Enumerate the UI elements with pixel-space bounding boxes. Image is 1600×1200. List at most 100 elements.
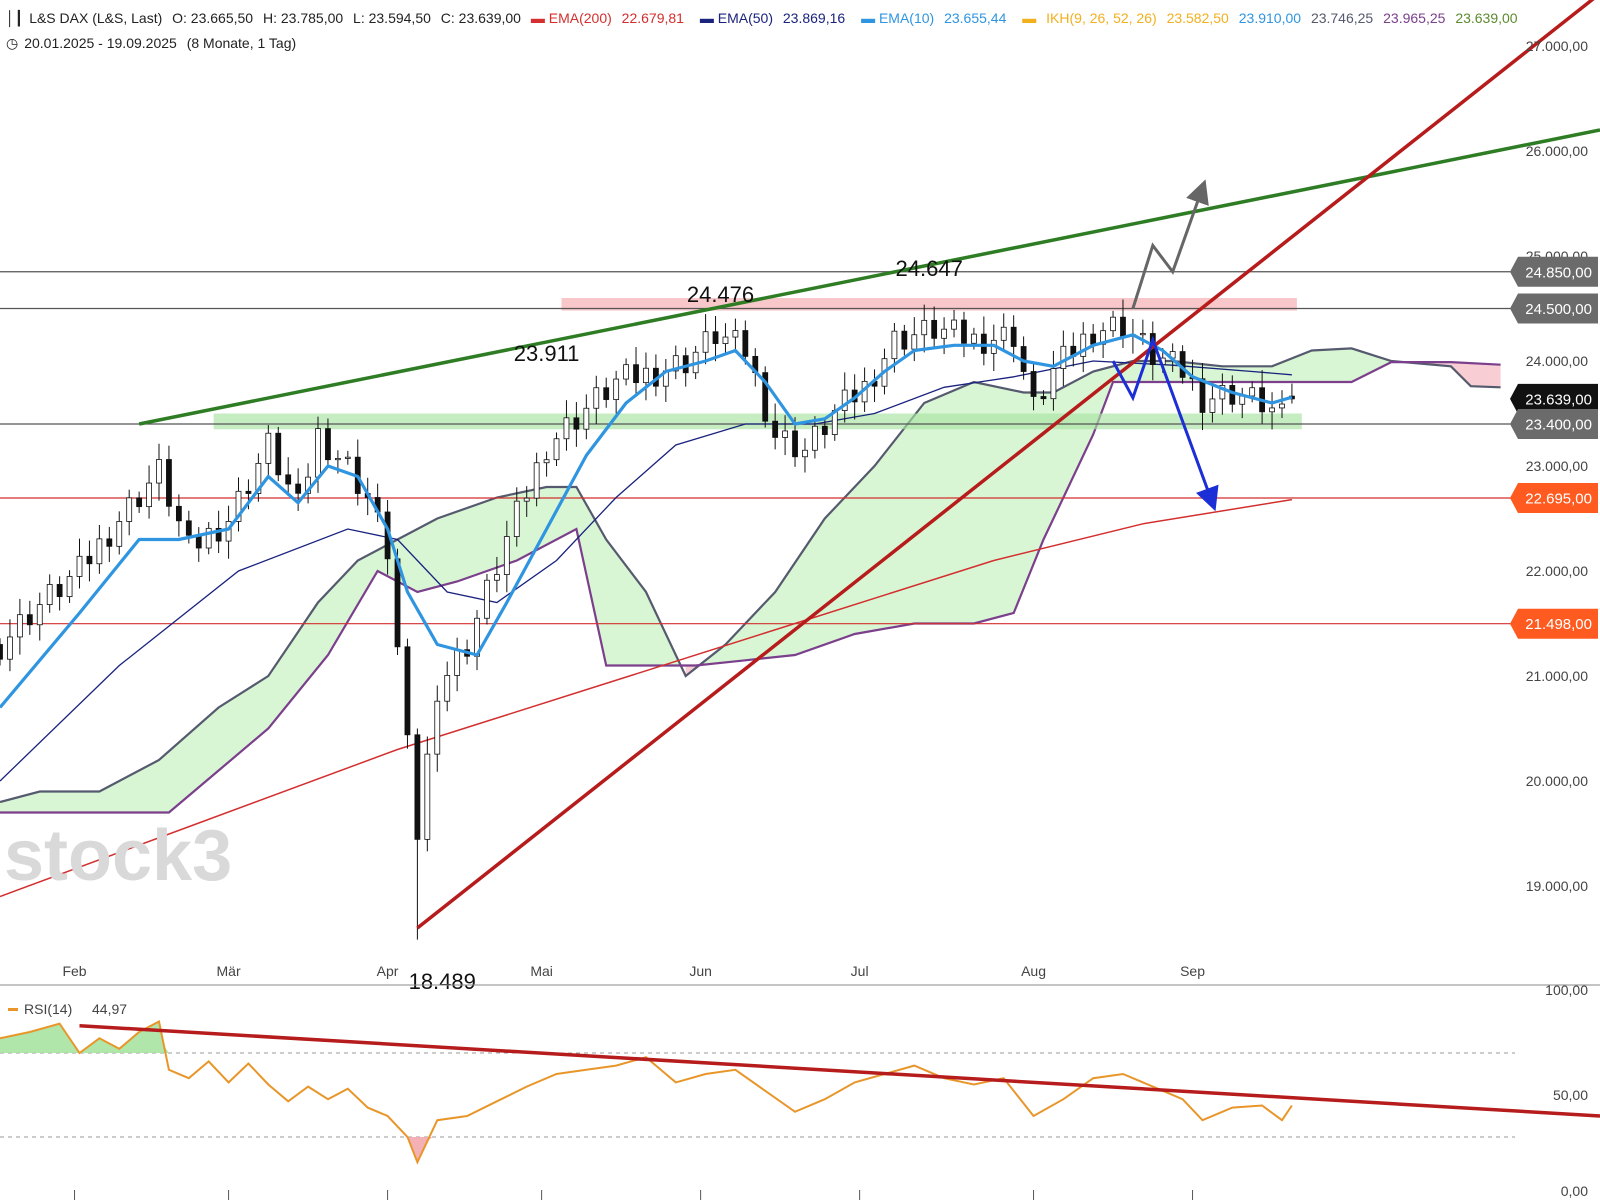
red-support-trendline <box>416 0 1595 930</box>
candle-body <box>56 584 63 598</box>
rsi-panel[interactable]: 0,00 50,00 100,00 RSI(14) 44,97 <box>0 982 1600 1199</box>
watermark-text: stock3 <box>4 816 232 896</box>
candle-body <box>941 328 947 339</box>
candle-body <box>563 417 570 440</box>
ema200-legend[interactable]: ▬ EMA(200) 22.679,81 <box>530 10 684 26</box>
candle-body <box>126 497 133 522</box>
gray-bullish-scenario <box>1131 179 1209 309</box>
candle-body <box>235 490 242 522</box>
price-tag-label: 21.498,00 <box>1525 616 1592 633</box>
candle-body <box>334 458 341 461</box>
price-annotations: 24.647 24.476 23.911 18.489 <box>409 256 963 994</box>
rsi-axis-label: 100,00 <box>1545 982 1588 998</box>
candles <box>0 299 1295 940</box>
candle-body <box>1010 326 1017 347</box>
rsi-axis-label: 0,00 <box>1561 1183 1588 1199</box>
candle-body <box>146 482 152 508</box>
candle-body <box>1060 345 1067 369</box>
candle-body <box>215 527 222 542</box>
candle-body <box>1090 333 1097 345</box>
candle-body <box>136 497 143 508</box>
price-axis-label: 26.000,00 <box>1526 143 1588 159</box>
candle-body <box>404 646 411 736</box>
candle-body <box>156 459 162 484</box>
ema50-line <box>0 360 1292 782</box>
time-axis[interactable]: Feb Mär Apr Mai Jun Jul Aug Sep <box>0 963 1600 1200</box>
rsi-legend-marker <box>8 1008 18 1011</box>
candle-body <box>583 407 590 430</box>
ema10-legend[interactable]: ▬ EMA(10) 23.655,44 <box>861 10 1007 26</box>
price-axis-label: 20.000,00 <box>1526 773 1588 789</box>
candle-body <box>672 355 679 372</box>
price-tag-label: 24.850,00 <box>1525 264 1592 281</box>
candle-body <box>36 604 43 626</box>
price-axis-label: 22.000,00 <box>1526 563 1588 579</box>
candle-body <box>414 734 421 840</box>
candle-body <box>742 330 749 357</box>
ema50-legend[interactable]: ▬ EMA(50) 23.869,16 <box>699 10 846 26</box>
rsi-line <box>0 1019 1293 1165</box>
candlestick-icon: │┃ <box>6 10 24 26</box>
candle-body <box>106 538 113 547</box>
candle-body <box>166 459 172 507</box>
candle-body <box>434 700 441 755</box>
price-axis-label: 27.000,00 <box>1526 38 1588 54</box>
candle-body <box>1040 396 1047 400</box>
candle-body <box>116 521 123 547</box>
price-axis-label: 24.000,00 <box>1526 353 1588 369</box>
scenario-arrows[interactable] <box>1111 179 1219 512</box>
price-axis[interactable]: 19.000,00 20.000,00 21.000,00 22.000,00 23.0… <box>1526 38 1588 894</box>
price-annotation: 23.911 <box>514 341 580 366</box>
candle-body <box>951 319 957 330</box>
rsi-value: 44,97 <box>92 1001 127 1017</box>
candle-body <box>732 330 739 338</box>
price-tag: 23.639,00 <box>1510 383 1598 414</box>
time-axis-label: Apr <box>377 963 399 979</box>
candle-body <box>911 334 918 350</box>
candle-body <box>702 331 709 353</box>
ema200-line <box>0 498 1293 898</box>
rsi-legend: RSI(14) <box>24 1001 72 1017</box>
chart-header: │┃ L&S DAX (L&S, Last) O: 23.665,50 H: 23… <box>6 10 1530 27</box>
price-annotation: 24.476 <box>687 282 754 307</box>
ohlc-open: O: 23.665,50 <box>172 10 254 26</box>
candle-body <box>513 500 520 537</box>
trend-lines[interactable] <box>138 0 1600 930</box>
candle-body <box>901 330 908 350</box>
candle-body <box>792 430 798 458</box>
candle-body <box>921 319 928 336</box>
candle-body <box>26 614 33 626</box>
price-tag: 24.500,00 <box>1510 293 1598 324</box>
horizontal-levels <box>0 271 1515 625</box>
candle-body <box>205 527 212 549</box>
rsi-overbought-fill <box>0 1021 179 1053</box>
candle-body <box>523 497 530 502</box>
time-axis-label: Feb <box>62 963 86 979</box>
cloud-segment <box>700 348 1402 665</box>
candle-body <box>623 364 629 380</box>
candle-body <box>821 425 828 435</box>
time-axis-label: Jul <box>851 963 869 979</box>
candle-body <box>1209 398 1216 413</box>
cloud-segment <box>1406 362 1501 388</box>
blue-bearish-scenario <box>1111 335 1219 512</box>
candle-body <box>971 333 977 344</box>
price-axis-label: 23.000,00 <box>1526 458 1588 474</box>
candle-body <box>1219 385 1226 400</box>
candle-body <box>225 521 232 542</box>
candle-body <box>722 336 729 344</box>
candle-body <box>603 387 610 400</box>
ohlc-low: L: 23.594,50 <box>353 10 431 26</box>
ikh-legend[interactable]: ▬ IKH(9, 26, 52, 26) 23.582,50 23.910,00… <box>1022 10 1518 26</box>
price-tag-label: 23.639,00 <box>1525 391 1592 408</box>
candle-body <box>424 753 431 840</box>
candle-body <box>394 558 401 648</box>
price-tags: 24.850,00 24.500,00 23.639,00 23.400,00 22.6… <box>1510 256 1598 639</box>
candle-body <box>782 430 788 438</box>
price-tag: 21.498,00 <box>1510 608 1598 639</box>
candle-body <box>1279 403 1285 409</box>
candle-body <box>643 367 649 384</box>
candle-body <box>255 462 262 494</box>
candle-body <box>802 449 808 458</box>
